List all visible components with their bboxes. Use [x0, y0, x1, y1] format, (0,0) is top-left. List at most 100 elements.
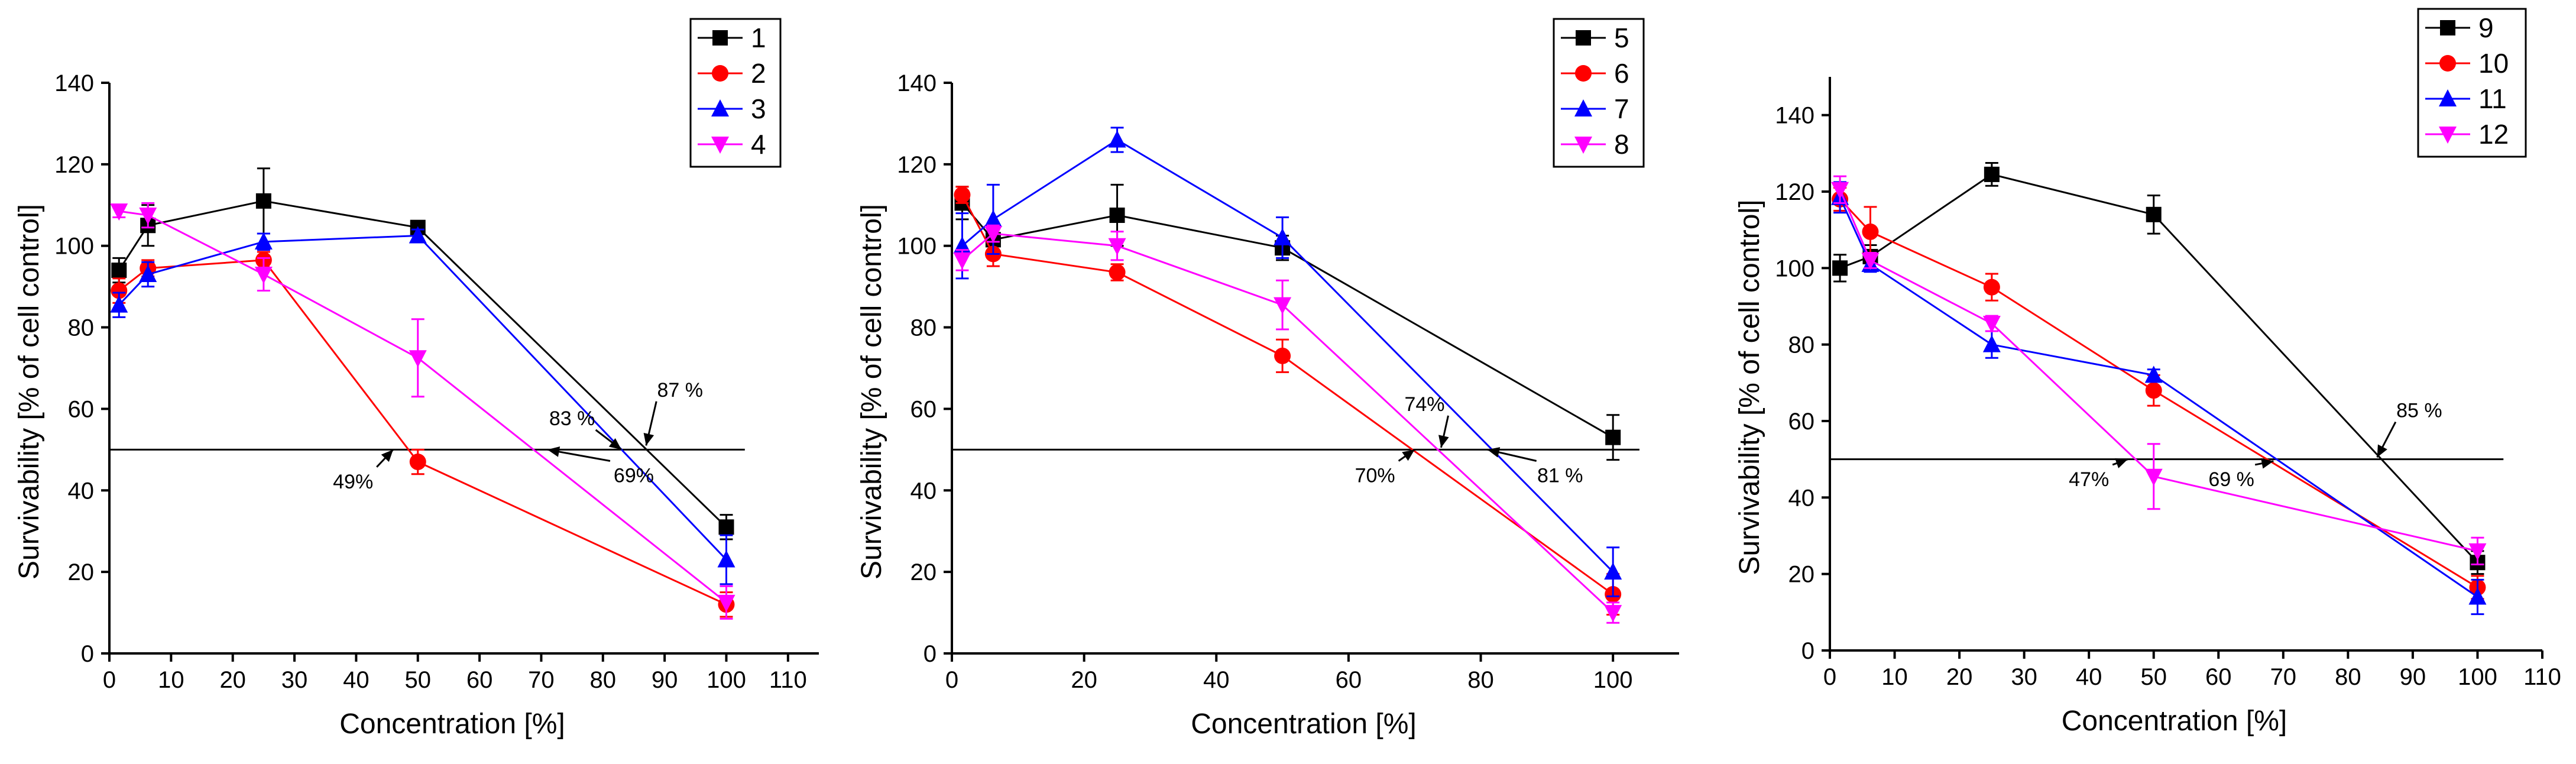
- legend-marker: [2439, 127, 2457, 144]
- data-point: [254, 266, 273, 284]
- x-tick-label: 100: [1593, 667, 1633, 693]
- data-point: [1983, 279, 2000, 296]
- series-2: [111, 251, 735, 618]
- y-tick-label: 20: [1788, 562, 1815, 588]
- chart-panel-left: 0 10 20 30 40 50 60 70 80 90 100 110 0 20 40 60 80 100 120…: [14, 18, 819, 740]
- x-tick-label: 10: [158, 667, 184, 693]
- data-point: [409, 350, 427, 368]
- legend-entry-3: 3: [698, 93, 766, 124]
- legend-label: 5: [1614, 22, 1629, 53]
- legend-box: [2417, 8, 2527, 158]
- legend-entry-9: 9: [2425, 12, 2494, 43]
- y-tick-label: 140: [1775, 103, 1814, 129]
- y-tick-label: 0: [1801, 638, 1814, 664]
- data-point: [110, 295, 128, 313]
- data-point: [1982, 316, 2001, 334]
- legend: 1 2 3 4: [689, 18, 782, 168]
- series-line: [1839, 197, 2478, 598]
- series-6: [954, 186, 1622, 616]
- x-tick-label: 80: [1467, 667, 1494, 693]
- data-point: [1982, 335, 2001, 352]
- y-axis-title: Survivability [% of cell control]: [14, 204, 45, 580]
- series-3: [110, 226, 735, 585]
- data-point: [1274, 228, 1292, 245]
- legend-label: 4: [751, 129, 766, 160]
- legend-marker: [1574, 99, 1592, 116]
- annotation-label: 85 %: [2396, 400, 2442, 422]
- legend-label: 10: [2478, 48, 2509, 79]
- annotation-label: 49%: [333, 471, 373, 493]
- data-point: [2468, 543, 2487, 561]
- data-point: [254, 232, 273, 250]
- data-point: [1605, 429, 1621, 445]
- legend-entry-2: 2: [698, 58, 766, 89]
- y-tick-label: 120: [897, 152, 937, 178]
- legend-entry-6: 6: [1561, 58, 1629, 89]
- x-axis-title: Concentration [%]: [1191, 708, 1417, 740]
- data-point: [1108, 130, 1126, 148]
- data-point: [984, 209, 1002, 227]
- x-tick-label: 60: [2205, 664, 2232, 690]
- y-tick-label: 40: [68, 478, 95, 504]
- y-tick-label: 100: [897, 234, 937, 260]
- data-point: [139, 208, 157, 225]
- y-tick-label: 80: [1788, 332, 1815, 358]
- x-tick-label: 80: [590, 667, 617, 693]
- y-tick-label: 120: [1775, 179, 1814, 205]
- annotation-label: 47%: [2069, 468, 2109, 491]
- x-tick-label: 110: [769, 667, 807, 693]
- y-tick-label: 20: [910, 559, 937, 585]
- annotation-label: 81 %: [1537, 465, 1583, 487]
- y-tick-label: 20: [68, 559, 95, 585]
- legend-entry-4: 4: [698, 129, 766, 160]
- arrow-head: [2115, 458, 2128, 468]
- annotation-label: 69%: [614, 465, 654, 487]
- y-tick-label: 40: [1788, 485, 1815, 511]
- x-tick-label: 100: [2458, 664, 2497, 690]
- data-point: [409, 454, 426, 471]
- legend-label: 7: [1614, 93, 1629, 124]
- data-point: [1832, 260, 1848, 276]
- legend-entry-10: 10: [2425, 48, 2509, 79]
- data-point: [111, 282, 128, 299]
- x-tick-label: 40: [343, 667, 370, 693]
- y-tick-label: 140: [54, 70, 94, 96]
- x-tick-label: 100: [707, 667, 746, 693]
- legend-marker: [1576, 30, 1591, 46]
- data-point: [1862, 223, 1879, 240]
- x-tick-label: 50: [404, 667, 431, 693]
- x-tick-label: 80: [2335, 664, 2361, 690]
- data-point: [953, 252, 971, 270]
- legend-label: 9: [2478, 12, 2494, 43]
- data-point: [1274, 297, 1292, 315]
- arrow-head: [1438, 435, 1449, 448]
- y-axis-title: Survivability [% of cell control]: [856, 204, 887, 580]
- data-point: [1109, 264, 1126, 281]
- series-8: [953, 224, 1622, 624]
- y-tick-label: 40: [910, 478, 937, 504]
- y-tick-label: 80: [68, 315, 95, 341]
- legend-label: 1: [751, 22, 766, 53]
- series-12: [1831, 175, 2487, 565]
- y-tick-label: 0: [924, 641, 937, 667]
- x-tick-label: 50: [2140, 664, 2167, 690]
- series-line: [1839, 189, 2478, 552]
- x-tick-label: 0: [103, 667, 116, 693]
- data-point: [139, 264, 157, 282]
- x-tick-label: 20: [1946, 664, 1973, 690]
- annotation-label: 69 %: [2208, 468, 2254, 491]
- legend-label: 3: [751, 93, 766, 124]
- legend-entry-5: 5: [1561, 22, 1629, 53]
- x-tick-label: 70: [2270, 664, 2297, 690]
- arrow-head: [547, 446, 560, 457]
- x-tick-label: 30: [2011, 664, 2037, 690]
- legend-entry-11: 11: [2425, 83, 2507, 114]
- data-point: [1861, 252, 1880, 270]
- legend-label: 8: [1614, 129, 1629, 160]
- legend-marker: [712, 65, 728, 82]
- y-tick-label: 0: [81, 641, 94, 667]
- data-point: [255, 193, 271, 209]
- data-point: [984, 226, 1002, 244]
- legend-label: 2: [751, 58, 766, 89]
